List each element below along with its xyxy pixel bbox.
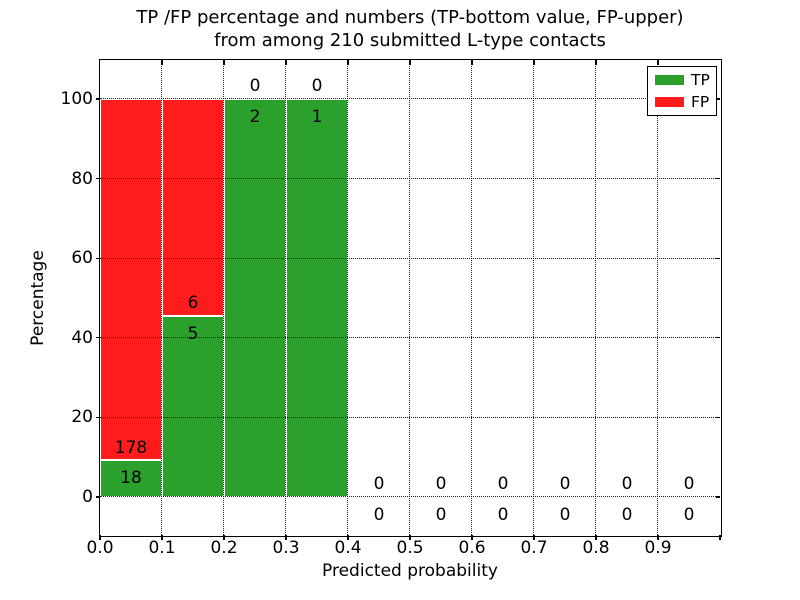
x-tick-mark	[223, 535, 225, 540]
gridline-vertical	[533, 60, 535, 535]
chart-title: TP /FP percentage and numbers (TP-bottom…	[100, 7, 720, 52]
top-tick-mark	[223, 60, 225, 65]
plot-area: 178 18 6 5 0 2 0 1 0 0 0 0 0 0 0 0 0 0 0 0	[100, 60, 720, 535]
fp-count-label: 0	[311, 76, 323, 97]
x-tick-mark	[533, 535, 535, 540]
top-tick-mark	[657, 60, 659, 65]
right-tick-mark	[715, 257, 720, 259]
fp-count-label: 178	[114, 437, 148, 458]
gridline-vertical	[409, 60, 411, 535]
x-tick-mark	[285, 535, 287, 540]
gridline-vertical	[161, 60, 163, 535]
x-tick-label: 0.9	[644, 538, 672, 558]
x-tick-label: 0.5	[396, 538, 424, 558]
legend-label-tp: TP	[691, 70, 710, 89]
x-tick-label: 0.0	[86, 538, 114, 558]
x-tick-mark	[161, 535, 163, 540]
tp-count-label: 5	[187, 324, 199, 345]
legend: TP FP	[647, 66, 717, 116]
top-tick-mark	[595, 60, 597, 65]
legend-item-fp: FP	[655, 92, 710, 111]
x-tick-label: 0.4	[334, 538, 362, 558]
top-tick-mark	[161, 60, 163, 65]
gridline-vertical	[657, 60, 659, 535]
chart-title-line2: from among 210 submitted L-type contacts	[214, 29, 606, 51]
fp-count-label: 0	[621, 474, 633, 495]
y-tick-label: 20	[71, 407, 93, 428]
fp-count-label: 0	[559, 474, 571, 495]
tp-count-label: 0	[497, 504, 509, 525]
top-tick-mark	[347, 60, 349, 65]
gridline-vertical	[223, 60, 225, 535]
tp-count-label: 0	[373, 504, 385, 525]
gridline-vertical	[595, 60, 597, 535]
x-tick-mark	[595, 535, 597, 540]
x-tick-mark	[347, 535, 349, 540]
top-tick-mark	[533, 60, 535, 65]
top-tick-mark	[285, 60, 287, 65]
right-tick-mark	[715, 337, 720, 339]
legend-item-tp: TP	[655, 70, 710, 89]
tp-count-label: 0	[435, 504, 447, 525]
tp-count-label: 1	[311, 106, 323, 127]
tp-count-label: 0	[621, 504, 633, 525]
tp-count-label: 18	[120, 468, 142, 489]
y-tick-mark	[95, 98, 100, 100]
right-tick-mark	[715, 98, 720, 100]
tp-count-label: 0	[559, 504, 571, 525]
legend-label-fp: FP	[691, 92, 710, 111]
y-tick-label: 0	[82, 487, 93, 507]
top-tick-mark	[471, 60, 473, 65]
y-tick-mark	[95, 257, 100, 259]
x-tick-label: 0.8	[582, 538, 610, 558]
x-tick-mark	[657, 535, 659, 540]
tp-swatch-icon	[655, 75, 684, 85]
y-tick-mark	[95, 337, 100, 339]
x-tick-mark	[719, 535, 721, 540]
gridline-vertical	[347, 60, 349, 535]
fp-swatch-icon	[655, 97, 684, 107]
x-tick-mark	[471, 535, 473, 540]
bar-segment-fp	[162, 99, 224, 317]
y-tick-mark	[95, 496, 100, 498]
bar-segment-tp	[224, 99, 286, 497]
bar-segment-fp	[100, 99, 162, 461]
y-tick-mark	[95, 177, 100, 180]
x-tick-mark	[409, 535, 411, 540]
right-tick-mark	[715, 416, 720, 419]
fp-count-label: 0	[683, 474, 695, 495]
x-tick-label: 0.6	[458, 538, 486, 558]
y-tick-label: 60	[71, 248, 93, 269]
x-tick-mark	[99, 535, 101, 540]
fp-count-label: 0	[497, 474, 509, 495]
fp-count-label: 0	[249, 76, 261, 97]
gridline-vertical	[285, 60, 287, 535]
chart-title-line1: TP /FP percentage and numbers (TP-bottom…	[136, 7, 684, 28]
x-axis-label: Predicted probability	[322, 561, 498, 581]
right-tick-mark	[715, 177, 720, 180]
bar-segment-tp	[286, 99, 348, 497]
fp-count-label: 0	[435, 474, 447, 495]
x-tick-label: 0.7	[520, 538, 548, 558]
fp-count-label: 6	[187, 293, 199, 314]
y-tick-label: 40	[71, 327, 93, 348]
fp-count-label: 0	[373, 474, 385, 495]
tp-count-label: 2	[249, 106, 261, 127]
top-tick-mark	[409, 60, 411, 65]
gridline-vertical	[471, 60, 473, 535]
y-tick-mark	[95, 416, 100, 419]
y-tick-label: 100	[60, 89, 93, 109]
x-tick-label: 0.3	[272, 538, 300, 558]
tp-count-label: 0	[683, 504, 695, 525]
y-tick-label: 80	[71, 168, 93, 189]
right-tick-mark	[715, 496, 720, 498]
x-tick-label: 0.2	[210, 538, 238, 558]
x-tick-label: 0.1	[148, 538, 176, 558]
